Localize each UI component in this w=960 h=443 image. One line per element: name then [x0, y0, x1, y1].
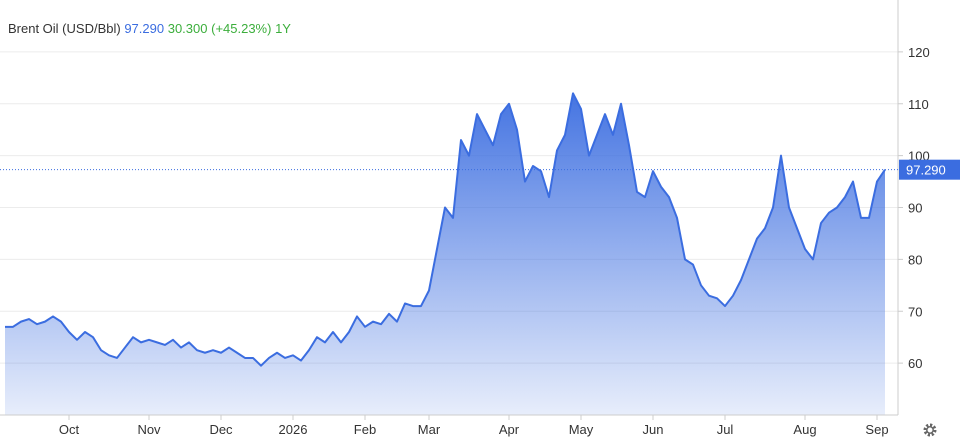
price-line [5, 92, 886, 367]
x-tick-label: Jul [717, 422, 734, 437]
last-price-tag [899, 159, 960, 180]
period[interactable]: 1Y [275, 21, 291, 36]
x-tick-label: Apr [499, 422, 520, 437]
y-tick-label: 110 [908, 97, 929, 112]
x-tick-label: Nov [137, 422, 161, 437]
last-price-label: 97.290 [906, 163, 946, 178]
x-tick-label: Aug [793, 422, 816, 437]
x-tick-label: Sep [865, 422, 888, 437]
title: Brent Oil (USD/Bbl) [8, 21, 121, 36]
area-fill [5, 93, 885, 415]
x-tick-label: Oct [59, 422, 80, 437]
x-tick-label: Dec [209, 422, 233, 437]
y-tick-label: 70 [908, 304, 922, 319]
x-tick-label: May [569, 422, 594, 437]
x-tick-label: Jun [643, 422, 664, 437]
x-tick-label: 2026 [279, 422, 308, 437]
y-tick-label: 80 [908, 252, 922, 267]
change: 30.300 [168, 21, 208, 36]
y-tick-label: 60 [908, 356, 922, 371]
change-pct: (+45.23%) [211, 21, 271, 36]
y-tick-label: 90 [908, 201, 922, 216]
plot [5, 92, 886, 415]
price: 97.290 [124, 21, 164, 36]
settings-icon[interactable] [923, 423, 937, 437]
y-tick-label: 120 [908, 45, 930, 60]
x-tick-label: Feb [354, 422, 376, 437]
header: Brent Oil (USD/Bbl) 97.290 30.300 (+45.2… [8, 21, 291, 36]
x-tick-label: Mar [418, 422, 441, 437]
